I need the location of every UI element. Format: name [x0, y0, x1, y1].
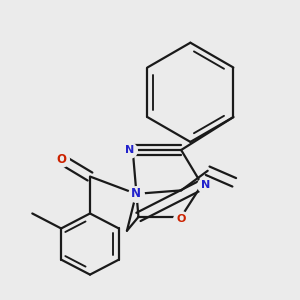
Point — [127, 148, 132, 152]
Point — [59, 157, 64, 162]
Text: O: O — [56, 153, 66, 166]
Point — [179, 217, 184, 222]
Point — [134, 191, 139, 196]
Text: N: N — [131, 187, 141, 200]
Text: N: N — [201, 180, 210, 190]
Text: O: O — [176, 214, 186, 224]
Point — [203, 182, 208, 187]
Text: N: N — [124, 145, 134, 155]
